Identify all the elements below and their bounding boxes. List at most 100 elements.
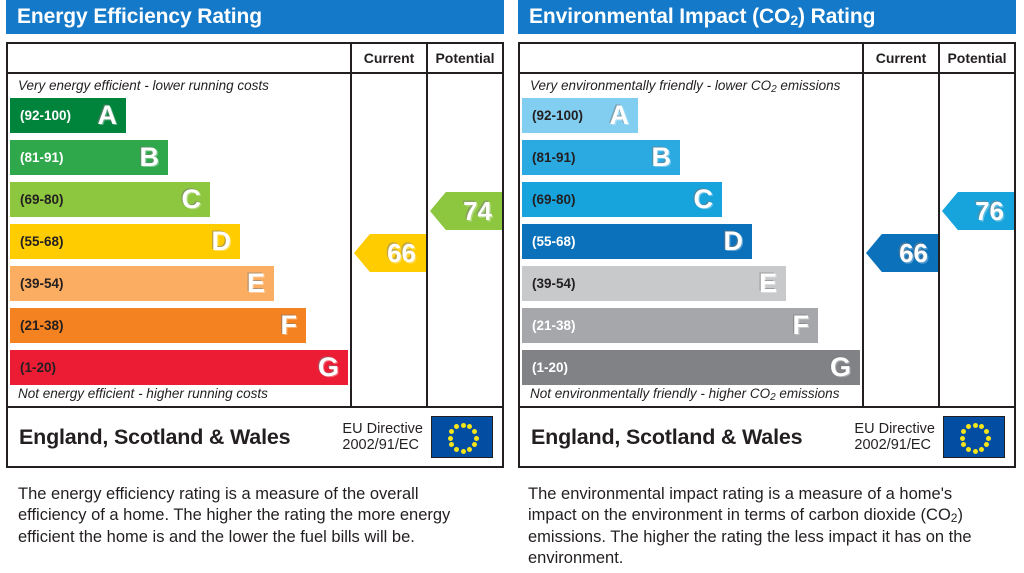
- environmental-divider-potential: [938, 74, 940, 408]
- environmental-bar-c: (69-80) C: [522, 182, 722, 217]
- environmental-range-f: (21-38): [532, 318, 576, 333]
- energy-bars: (92-100) A (81-91) B (69-80) C (55-68) D…: [8, 98, 348, 385]
- eu-flag-icon-left: [431, 416, 493, 458]
- energy-bar-e: (39-54) E: [10, 266, 274, 301]
- energy-bar-d: (55-68) D: [10, 224, 240, 259]
- energy-range-g: (1-20): [20, 360, 57, 375]
- environmental-footer-country: England, Scotland & Wales: [531, 424, 803, 449]
- energy-current-value: 66: [387, 237, 416, 268]
- environmental-title-suffix: ) Rating: [798, 5, 876, 28]
- environmental-potential-marker: 76: [942, 192, 1014, 230]
- environmental-letter-b: B: [651, 142, 672, 172]
- environmental-bar-f: (21-38) F: [522, 308, 818, 343]
- environmental-directive-line2: 2002/91/EC: [854, 437, 932, 453]
- environmental-top-note-sub: 2: [771, 84, 777, 95]
- environmental-current-value: 66: [899, 237, 928, 268]
- environmental-impact-grid: Current Potential Very environmentally f…: [518, 42, 1016, 468]
- energy-bar-b: (81-91) B: [10, 140, 168, 175]
- environmental-bars: (92-100) A (81-91) B (69-80) C (55-68) D…: [520, 98, 860, 385]
- energy-range-a: (92-100): [20, 108, 72, 123]
- energy-footer-country: England, Scotland & Wales: [19, 424, 291, 449]
- environmental-impact-title: Environmental Impact (CO 2) Rating: [518, 0, 1016, 34]
- environmental-letter-a: A: [609, 100, 630, 130]
- energy-potential-value: 74: [463, 195, 492, 226]
- environmental-divider-current: [862, 74, 864, 408]
- environmental-description-part1: The environmental impact rating is a mea…: [528, 485, 953, 525]
- environmental-top-note: Very environmentally friendly - lower CO…: [530, 78, 841, 95]
- energy-potential-marker: 74: [430, 192, 502, 230]
- environmental-header-row: Current Potential: [520, 44, 1014, 74]
- energy-range-c: (69-80): [20, 192, 64, 207]
- environmental-title-prefix: Environmental Impact (CO: [529, 5, 791, 28]
- energy-letter-f: F: [280, 310, 298, 340]
- energy-bar-a: (92-100) A: [10, 98, 126, 133]
- environmental-top-note-prefix: Very environmentally friendly - lower CO: [530, 78, 772, 93]
- environmental-bottom-note-suffix: emissions: [775, 386, 840, 401]
- environmental-current-marker: 66: [866, 234, 938, 272]
- energy-divider-current: [350, 74, 352, 408]
- environmental-bar-a: (92-100) A: [522, 98, 638, 133]
- energy-letter-c: C: [181, 184, 202, 214]
- environmental-letter-g: G: [829, 352, 851, 382]
- energy-letter-g: G: [317, 352, 339, 382]
- environmental-range-a: (92-100): [532, 108, 584, 123]
- environmental-bottom-note: Not environmentally friendly - higher CO…: [530, 386, 840, 403]
- environmental-range-c: (69-80): [532, 192, 576, 207]
- energy-efficiency-title-text: Energy Efficiency Rating: [17, 5, 262, 28]
- environmental-footer-directive: EU Directive 2002/91/EC: [854, 421, 943, 454]
- energy-letter-b: B: [139, 142, 160, 172]
- environmental-footer: England, Scotland & Wales EU Directive 2…: [520, 406, 1014, 466]
- environmental-bottom-note-prefix: Not environmentally friendly - higher CO: [530, 386, 771, 401]
- environmental-impact-panel: Environmental Impact (CO 2) Rating Curren…: [518, 0, 1024, 468]
- energy-range-b: (81-91): [20, 150, 64, 165]
- energy-bar-g: (1-20) G: [10, 350, 348, 385]
- environmental-directive-line1: EU Directive: [854, 420, 935, 437]
- energy-letter-d: D: [211, 226, 232, 256]
- energy-efficiency-grid: Current Potential Very energy efficient …: [6, 42, 504, 468]
- environmental-description-sub: 2: [950, 511, 958, 526]
- energy-footer-directive: EU Directive 2002/91/EC: [342, 421, 431, 454]
- environmental-range-d: (55-68): [532, 234, 576, 249]
- energy-efficiency-title: Energy Efficiency Rating: [6, 0, 504, 34]
- energy-top-note: Very energy efficient - lower running co…: [18, 78, 269, 93]
- energy-range-d: (55-68): [20, 234, 64, 249]
- energy-header-potential: Potential: [426, 44, 502, 72]
- environmental-bar-b: (81-91) B: [522, 140, 680, 175]
- environmental-bar-d: (55-68) D: [522, 224, 752, 259]
- energy-range-f: (21-38): [20, 318, 64, 333]
- energy-current-marker: 66: [354, 234, 426, 272]
- environmental-letter-e: E: [758, 268, 777, 298]
- energy-directive-line2: 2002/91/EC: [342, 437, 420, 453]
- energy-header-row: Current Potential: [8, 44, 502, 74]
- environmental-bar-g: (1-20) G: [522, 350, 860, 385]
- environmental-letter-f: F: [792, 310, 810, 340]
- environmental-header-current: Current: [862, 44, 938, 72]
- environmental-description-part2: ) emissions. The higher the rating the l…: [528, 506, 972, 568]
- environmental-top-note-suffix: emissions: [776, 78, 841, 93]
- energy-efficiency-panel: Energy Efficiency Rating Current Potenti…: [6, 0, 512, 468]
- environmental-range-e: (39-54): [532, 276, 576, 291]
- energy-letter-a: A: [97, 100, 118, 130]
- energy-footer: England, Scotland & Wales EU Directive 2…: [8, 406, 502, 466]
- energy-bar-c: (69-80) C: [10, 182, 210, 217]
- energy-divider-potential: [426, 74, 428, 408]
- environmental-description-text: The environmental impact rating is a mea…: [528, 484, 973, 570]
- environmental-bar-e: (39-54) E: [522, 266, 786, 301]
- environmental-letter-c: C: [693, 184, 714, 214]
- energy-letter-e: E: [246, 268, 265, 298]
- energy-description-text: The energy efficiency rating is a measur…: [18, 485, 451, 546]
- environmental-bottom-note-sub: 2: [770, 392, 776, 403]
- environmental-title-sub: 2: [790, 12, 798, 28]
- environmental-range-g: (1-20): [532, 360, 569, 375]
- energy-range-e: (39-54): [20, 276, 64, 291]
- environmental-range-b: (81-91): [532, 150, 576, 165]
- energy-bar-f: (21-38) F: [10, 308, 306, 343]
- eu-flag-icon-right: [943, 416, 1005, 458]
- energy-bottom-note: Not energy efficient - higher running co…: [18, 386, 268, 401]
- environmental-letter-d: D: [723, 226, 744, 256]
- environmental-header-potential: Potential: [938, 44, 1014, 72]
- energy-header-current: Current: [350, 44, 426, 72]
- environmental-potential-value: 76: [975, 195, 1004, 226]
- energy-directive-line1: EU Directive: [342, 420, 423, 437]
